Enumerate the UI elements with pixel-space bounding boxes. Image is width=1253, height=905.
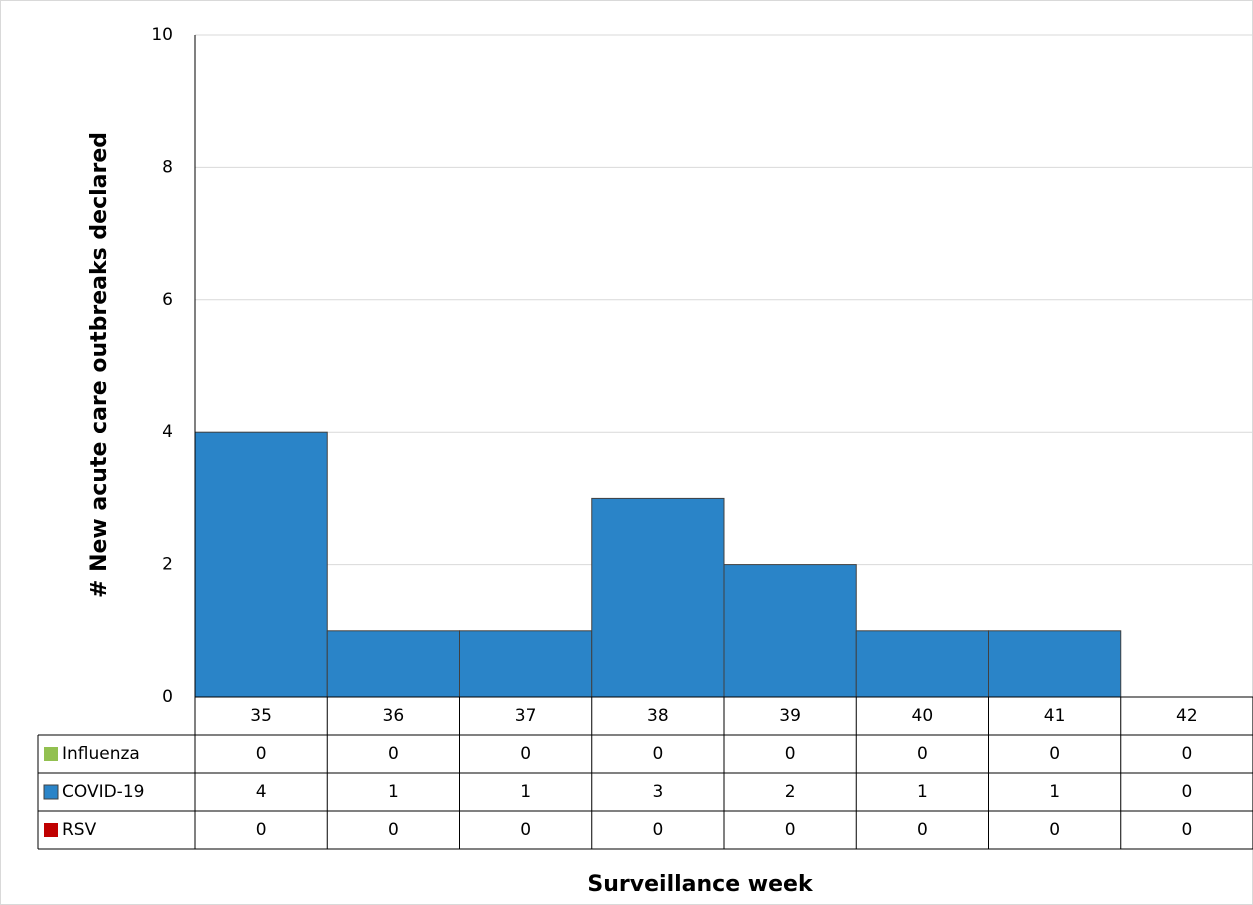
x-tick-label: 35	[250, 706, 272, 726]
legend-label: RSV	[62, 820, 97, 840]
bar	[459, 630, 593, 698]
table-value: 0	[1181, 744, 1192, 764]
table-value: 0	[917, 744, 928, 764]
y-tick-label: 10	[151, 25, 173, 45]
table-value: 3	[652, 782, 663, 802]
table-value: 0	[1181, 820, 1192, 840]
table-value: 1	[388, 782, 399, 802]
x-axis-label: Surveillance week	[587, 872, 814, 897]
legend-swatch	[43, 784, 59, 800]
legend-swatch	[44, 823, 58, 837]
legend-label: Influenza	[62, 744, 140, 764]
table-value: 1	[917, 782, 928, 802]
y-tick-label: 4	[162, 422, 173, 442]
table-value: 0	[652, 744, 663, 764]
y-tick-label: 2	[162, 555, 173, 575]
table-value: 0	[1181, 782, 1192, 802]
y-tick-label: 6	[162, 290, 173, 310]
table-value: 1	[520, 782, 531, 802]
legend-swatch	[44, 747, 58, 761]
bar	[988, 630, 1122, 698]
y-tick-label: 8	[162, 157, 173, 177]
table-value: 0	[917, 820, 928, 840]
bar	[326, 630, 460, 698]
x-tick-label: 37	[515, 706, 537, 726]
x-tick-label: 36	[383, 706, 405, 726]
bar	[855, 630, 989, 698]
x-tick-label: 41	[1044, 706, 1066, 726]
x-tick-label: 42	[1176, 706, 1198, 726]
table-value: 0	[785, 744, 796, 764]
table-value: 2	[785, 782, 796, 802]
x-tick-label: 39	[779, 706, 801, 726]
table-value: 1	[1049, 782, 1060, 802]
table-value: 0	[388, 820, 399, 840]
y-tick-label: 0	[162, 687, 173, 707]
table-value: 4	[256, 782, 267, 802]
bar	[591, 497, 725, 698]
table-value: 0	[652, 820, 663, 840]
table-value: 0	[256, 820, 267, 840]
table-value: 0	[1049, 820, 1060, 840]
y-axis-label: # New acute care outbreaks declared	[87, 132, 112, 598]
table-value: 0	[1049, 744, 1060, 764]
bar	[723, 564, 857, 698]
table-value: 0	[256, 744, 267, 764]
bar	[194, 431, 328, 698]
table-value: 0	[520, 820, 531, 840]
x-tick-label: 38	[647, 706, 669, 726]
table-value: 0	[520, 744, 531, 764]
x-tick-label: 40	[912, 706, 934, 726]
table-value: 0	[388, 744, 399, 764]
legend-label: COVID-19	[62, 782, 144, 802]
table-value: 0	[785, 820, 796, 840]
